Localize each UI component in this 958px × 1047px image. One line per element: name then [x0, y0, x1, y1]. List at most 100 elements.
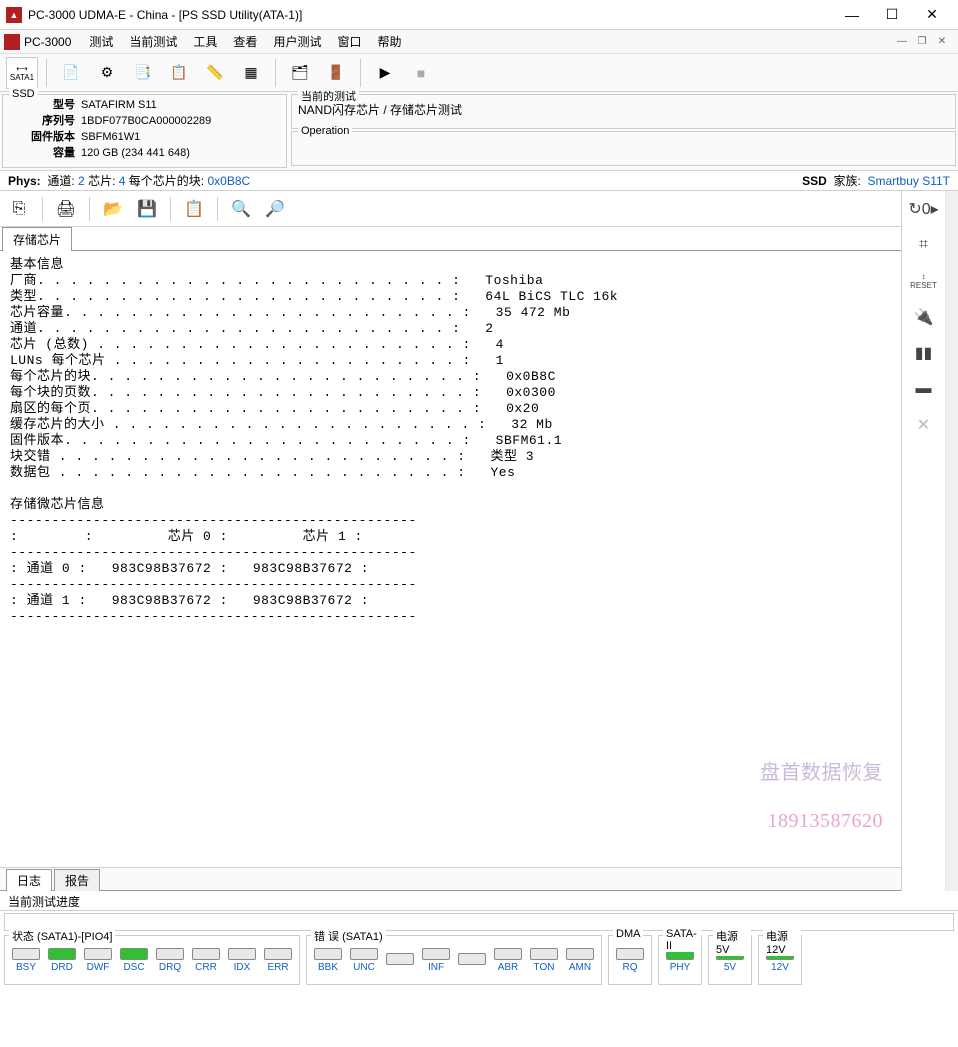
info-panels: SSD 型号SATAFIRM S11 序列号1BDF077B0CA0000022… [0, 92, 958, 171]
side-chip-icon[interactable]: ⌗ [909, 231, 939, 259]
err-cell-5: ABR [491, 948, 525, 973]
status-group-state: 状态 (SATA1)-[PIO4] BSYDRDDWFDSCDRQCRRIDXE… [4, 935, 300, 985]
state-cell-2: DWF [81, 948, 115, 973]
chip-label: 芯片: [88, 172, 115, 189]
sata-button[interactable]: ⟷SATA1 [6, 57, 38, 89]
family-value: Smartbuy S11T [868, 174, 950, 188]
status-group-dma: DMA RQ [608, 935, 652, 985]
dma-legend: DMA [613, 928, 643, 940]
menu-window[interactable]: 窗口 [329, 31, 369, 52]
err-label-1: UNC [353, 962, 375, 973]
state-cell-1: DRD [45, 948, 79, 973]
watermark-line1: 盘首数据恢复 [760, 765, 883, 781]
tab-log[interactable]: 日志 [6, 869, 52, 891]
find-next-icon[interactable]: 🔎 [262, 196, 288, 222]
err-led-3 [422, 948, 450, 960]
close-button[interactable]: ✕ [912, 1, 952, 29]
tb-stack-icon[interactable]: 🗂 [284, 57, 316, 89]
menu-help[interactable]: 帮助 [369, 31, 409, 52]
side-refresh-icon[interactable]: ↻0▸ [909, 195, 939, 223]
content-tabbar: 存储芯片 [0, 227, 901, 251]
err-cell-0: BBK [311, 948, 345, 973]
state-label-0: BSY [16, 962, 36, 973]
err-cell-2 [383, 953, 417, 967]
copy-icon[interactable]: 📋 [181, 196, 207, 222]
p12v-legend: 电源 12V [763, 928, 801, 956]
state-label-1: DRD [51, 962, 73, 973]
err-cell-1: UNC [347, 948, 381, 973]
save-icon[interactable]: 💾 [134, 196, 160, 222]
sata2-legend: SATA-II [663, 928, 701, 952]
current-test-text: NAND闪存芯片 / 存储芯片测试 [298, 97, 949, 118]
ssd-legend: SSD [9, 88, 38, 100]
menu-user-test[interactable]: 用户测试 [265, 31, 329, 52]
sata2-label: PHY [670, 962, 691, 973]
firmware-value: SBFM61W1 [81, 129, 140, 145]
side-chip2-icon[interactable]: ▬ [909, 375, 939, 403]
open-icon[interactable]: 📂 [100, 196, 126, 222]
tb-list-icon[interactable]: 📋 [163, 57, 195, 89]
side-toolbar: ↻0▸ ⌗ ↕RESET 🔌 ▮▮ ▬ ✕ [902, 191, 946, 891]
tab-storage-chip[interactable]: 存储芯片 [2, 227, 72, 251]
menu-tools[interactable]: 工具 [185, 31, 225, 52]
err-led-5 [494, 948, 522, 960]
print-icon[interactable]: 🖨 [53, 196, 79, 222]
export-icon[interactable]: ⎘ [6, 196, 32, 222]
tb-ruler-icon[interactable]: 📏 [199, 57, 231, 89]
err-label-5: ABR [498, 962, 519, 973]
channel-label: 通道: [47, 172, 74, 189]
state-cell-0: BSY [9, 948, 43, 973]
brand-label: PC-3000 [24, 35, 71, 49]
app-icon-small [4, 34, 20, 50]
err-label-0: BBK [318, 962, 338, 973]
tb-grid-icon[interactable]: ▦ [235, 57, 267, 89]
side-settings-icon[interactable]: ✕ [909, 411, 939, 439]
tb-chip-icon[interactable]: ⚙ [91, 57, 123, 89]
menu-view[interactable]: 查看 [225, 31, 265, 52]
phys-bar: Phys: 通道: 2 芯片: 4 每个芯片的块: 0x0B8C SSD 家族:… [0, 171, 958, 191]
error-legend: 错 误 (SATA1) [311, 928, 386, 944]
maximize-button[interactable]: ☐ [872, 1, 912, 29]
chip-value: 4 [119, 174, 126, 188]
p5v-label: 5V [724, 962, 736, 973]
mdi-minimize-button[interactable]: — [894, 35, 910, 49]
ssd-panel: SSD 型号SATAFIRM S11 序列号1BDF077B0CA0000022… [2, 94, 287, 168]
play-button[interactable]: ▶ [369, 57, 401, 89]
find-icon[interactable]: 🔍 [228, 196, 254, 222]
app-icon: ▲ [6, 7, 22, 23]
state-label-2: DWF [87, 962, 110, 973]
side-reset-icon[interactable]: ↕RESET [909, 267, 939, 295]
err-label-3: INF [428, 962, 444, 973]
family-label: 家族: [834, 174, 861, 188]
mdi-close-button[interactable]: ✕ [934, 35, 950, 49]
stop-button[interactable]: ■ [405, 57, 437, 89]
watermark: 盘首数据恢复 18913587620 [760, 733, 883, 861]
err-cell-6: TON [527, 948, 561, 973]
log-text: 基本信息 厂商. . . . . . . . . . . . . . . . .… [10, 257, 891, 625]
menu-test[interactable]: 测试 [81, 31, 121, 52]
err-label-6: TON [534, 962, 555, 973]
state-label-7: ERR [267, 962, 288, 973]
phys-label: Phys: [8, 174, 41, 188]
status-row: 状态 (SATA1)-[PIO4] BSYDRDDWFDSCDRQCRRIDXE… [0, 933, 958, 987]
firmware-label: 固件版本 [9, 129, 81, 145]
model-value: SATAFIRM S11 [81, 97, 157, 113]
err-led-2 [386, 953, 414, 965]
minimize-button[interactable]: — [832, 1, 872, 29]
p12v-label: 12V [771, 962, 789, 973]
state-label-6: IDX [234, 962, 251, 973]
status-group-12v: 电源 12V 12V [758, 935, 802, 985]
tb-doc-icon[interactable]: 📄 [55, 57, 87, 89]
window-title: PC-3000 UDMA-E - China - [PS SSD Utility… [28, 8, 832, 22]
tb-exit-icon[interactable]: 🚪 [320, 57, 352, 89]
tab-report[interactable]: 报告 [54, 869, 100, 891]
side-power-icon[interactable]: 🔌 [909, 303, 939, 331]
menu-current-test[interactable]: 当前测试 [121, 31, 185, 52]
err-cell-7: AMN [563, 948, 597, 973]
side-pause-icon[interactable]: ▮▮ [909, 339, 939, 367]
mdi-restore-button[interactable]: ❐ [914, 35, 930, 49]
state-label-5: CRR [195, 962, 217, 973]
tb-copy-icon[interactable]: 📑 [127, 57, 159, 89]
err-led-4 [458, 953, 486, 965]
log-area[interactable]: 基本信息 厂商. . . . . . . . . . . . . . . . .… [0, 251, 901, 867]
